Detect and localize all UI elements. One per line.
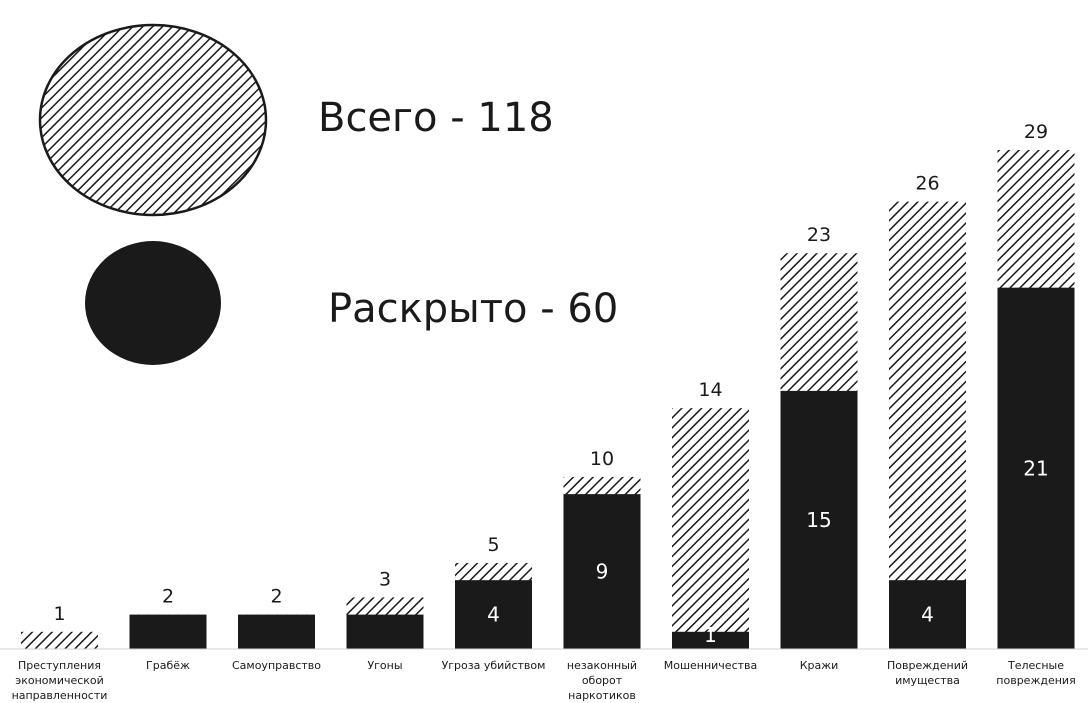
x-tick-label-4: Угроза убийством — [442, 659, 546, 672]
legend-label-solved: Раскрыто - 60 — [328, 286, 619, 332]
total-label-6: 14 — [698, 379, 722, 401]
total-label-5: 10 — [590, 448, 614, 470]
inner-label-5: 9 — [596, 560, 609, 584]
x-tick-label-3: Угоны — [367, 659, 402, 672]
inner-label-6: 1 — [704, 623, 717, 647]
x-tick-label-5: незаконный оборот наркотиков — [567, 659, 637, 702]
legend-label-total: Всего - 118 — [318, 95, 554, 141]
bar-solved-3 — [346, 614, 424, 649]
inner-label-8: 4 — [921, 603, 934, 627]
bar-solved-1 — [129, 614, 207, 649]
inner-label-7: 15 — [806, 508, 831, 532]
total-label-3: 3 — [379, 568, 391, 590]
bar-total-0 — [21, 631, 98, 649]
bar-solved-6 — [672, 631, 749, 649]
total-label-9: 29 — [1024, 121, 1048, 143]
bar-solved-7 — [780, 390, 858, 649]
x-tick-label-1: Грабёж — [146, 659, 190, 672]
x-tick-label-0: Преступления экономической направленности — [12, 659, 108, 702]
total-label-1: 2 — [162, 586, 174, 608]
x-tick-label-2: Самоуправство — [232, 659, 321, 672]
legend-marker-total — [38, 23, 268, 217]
total-label-7: 23 — [807, 224, 831, 246]
bar-solved-5 — [563, 494, 641, 649]
bar-total-6 — [672, 408, 749, 649]
inner-label-9: 21 — [1023, 456, 1048, 480]
total-label-2: 2 — [270, 586, 282, 608]
legend — [38, 23, 268, 365]
x-tick-label-8: Повреждений имущества — [887, 659, 968, 687]
bar-solved-4 — [455, 580, 532, 649]
total-label-4: 5 — [487, 534, 499, 556]
bar-solved-2 — [238, 614, 315, 649]
x-tick-label-9: Телесные повреждения — [996, 659, 1075, 687]
legend-marker-solved — [85, 241, 221, 365]
x-axis-labels: Преступления экономической направленности Г… — [12, 659, 1076, 702]
bar-total-8 — [889, 201, 966, 649]
x-tick-label-6: Мошенничества — [664, 659, 758, 672]
total-label-0: 1 — [53, 603, 65, 625]
x-tick-label-7: Кражи — [800, 659, 839, 672]
bar-solved-8 — [889, 580, 966, 649]
total-label-8: 26 — [915, 173, 939, 195]
bar-solved-9 — [997, 287, 1075, 649]
inner-label-4: 4 — [487, 603, 500, 627]
